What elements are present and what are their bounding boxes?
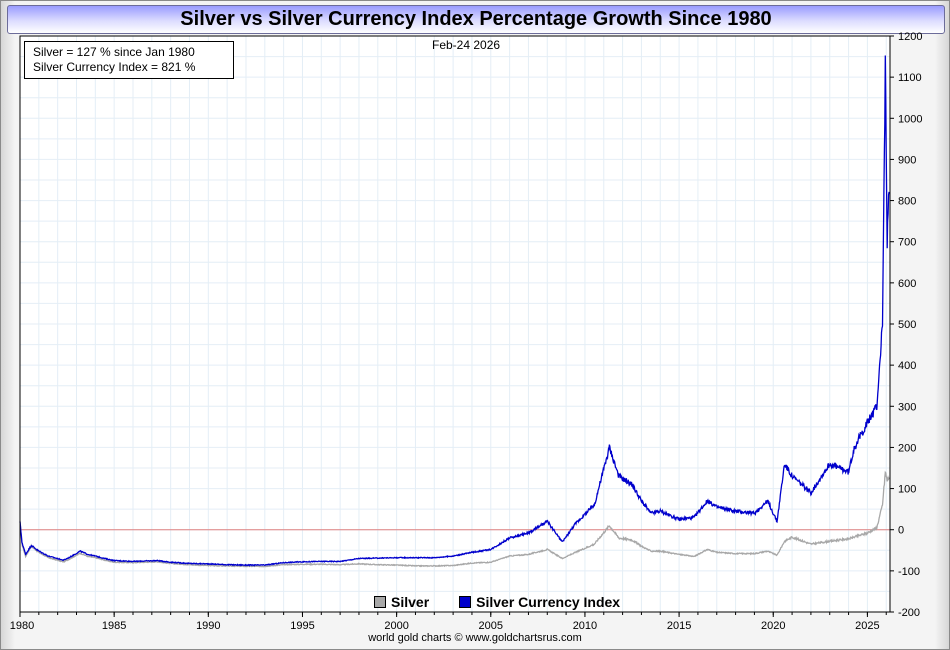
legend-label-silver: Silver [391,594,430,610]
x-tick-label: 1990 [196,620,220,632]
x-tick-label: 1980 [10,620,34,632]
y-tick-label: 1100 [898,72,922,84]
x-tick-label: 2015 [667,620,691,632]
currency-index-growth-text: Silver Currency Index = 821 % [33,60,196,74]
y-tick-label: 300 [898,401,916,413]
plot-border [19,35,891,613]
legend-item-silver: Silver [374,594,429,610]
x-tick-label: 2025 [855,620,879,632]
legend-swatch-currency-index [459,596,472,608]
y-tick-label: 200 [898,442,916,454]
y-tick-label: -100 [898,566,920,578]
legend-label-currency-index: Silver Currency Index [476,594,621,610]
x-tick-label: 2000 [384,620,408,632]
x-tick-label: 2020 [761,620,785,632]
y-tick-label: 400 [898,360,916,372]
x-tick-label: 1985 [102,620,126,632]
chart-credit: world gold charts © www.goldchartsrus.co… [368,632,582,644]
y-tick-label: 1000 [898,113,922,125]
y-tick-label: 0 [898,525,904,537]
y-tick-label: 900 [898,154,916,166]
y-tick-label: 500 [898,319,916,331]
y-tick-label: 100 [898,484,916,496]
info-box: Silver = 127 % since Jan 1980 Silver Cur… [24,41,234,79]
legend-item-currency-index: Silver Currency Index [459,594,620,610]
y-tick-label: 700 [898,237,916,249]
y-tick-label: 1200 [898,31,922,43]
series-line-silver [19,470,890,568]
y-tick-label: -200 [898,607,920,619]
silver-growth-text: Silver = 127 % since Jan 1980 [33,45,195,59]
series-line-silver-currency-index [19,55,890,567]
y-tick-label: 800 [898,196,916,208]
x-tick-label: 2005 [479,620,503,632]
y-tick-label: 600 [898,278,916,290]
legend-swatch-silver [374,596,386,608]
chart-legend: Silver Silver Currency Index [374,594,644,610]
x-tick-label: 2010 [573,620,597,632]
x-tick-label: 1995 [290,620,314,632]
chart-title: Silver vs Silver Currency Index Percenta… [7,5,945,34]
chart-date: Feb-24 2026 [432,38,501,52]
